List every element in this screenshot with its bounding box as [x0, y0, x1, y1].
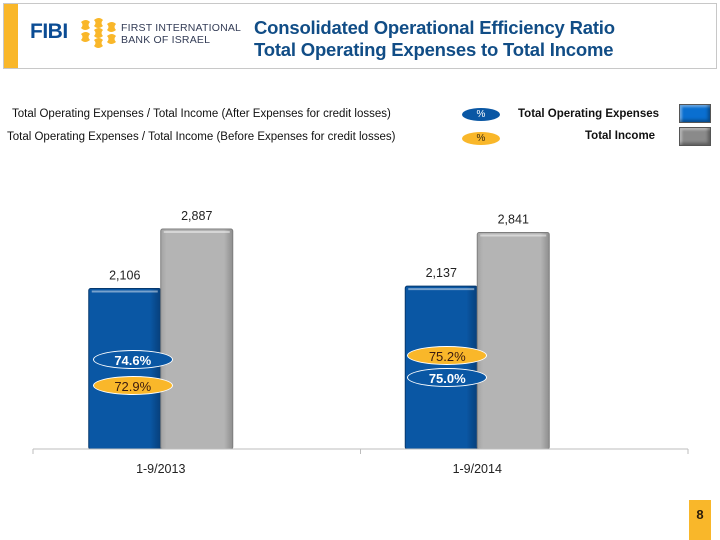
- ratio-before-credit-losses-oval: 75.2%: [407, 346, 488, 365]
- ratio-after-credit-losses-oval: 75.0%: [407, 368, 488, 387]
- logo-text: FIRST INTERNATIONAL BANK OF ISRAEL: [121, 22, 241, 46]
- legend-ratio-before-oval: %: [462, 132, 500, 145]
- bar-value-label: 2,841: [498, 213, 529, 227]
- bar-total-income: [160, 228, 234, 450]
- legend-income-swatch: [679, 127, 711, 146]
- bank-logo-icon: [81, 18, 116, 48]
- legend-expenses-swatch: [679, 104, 711, 123]
- legend-ratio-after-oval: %: [462, 108, 500, 121]
- bar-value-label: 2,106: [109, 269, 140, 283]
- legend-income-label: Total Income: [585, 130, 656, 142]
- ratio-before-credit-losses-oval: 72.9%: [92, 376, 173, 395]
- page-number: 8: [689, 500, 711, 540]
- header-banner: FIBI FIRST INTERNATIONAL BANK OF ISRAEL …: [3, 3, 717, 69]
- x-axis-category-label: 1-9/2014: [452, 462, 502, 476]
- bar-total-income: [476, 232, 550, 450]
- bar-value-label: 2,887: [181, 209, 212, 223]
- title-line-2: Total Operating Expenses to Total Income: [254, 39, 614, 60]
- legend-expenses-label: Total Operating Expenses: [518, 108, 660, 120]
- title-line-1: Consolidated Operational Efficiency Rati…: [254, 17, 615, 38]
- x-axis-category-label: 1-9/2013: [136, 462, 186, 476]
- page-title: Consolidated Operational Efficiency Rati…: [254, 17, 615, 61]
- logo-line-2: BANK OF ISRAEL: [121, 34, 211, 46]
- bar-value-label: 2,137: [426, 266, 457, 280]
- accent-strip: [4, 4, 18, 68]
- legend-ratio-after-label: Total Operating Expenses / Total Income …: [12, 108, 391, 120]
- logo-line-1: FIRST INTERNATIONAL: [121, 22, 242, 34]
- logo-abbreviation: FIBI: [30, 20, 68, 43]
- ratio-after-credit-losses-oval: 74.6%: [92, 350, 173, 369]
- legend-ratio-before-label: Total Operating Expenses / Total Income …: [7, 131, 396, 143]
